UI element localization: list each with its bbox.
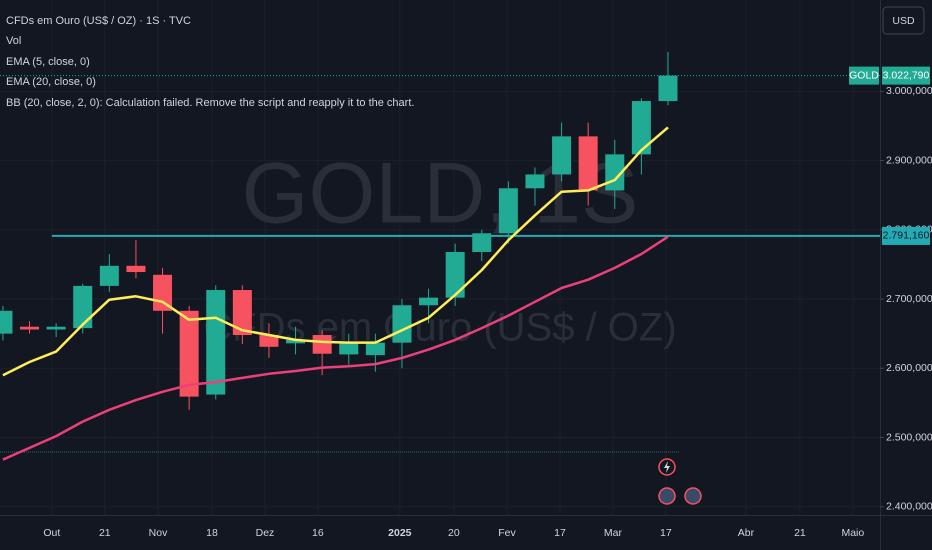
candle-body bbox=[498, 188, 518, 234]
hline-label-bg bbox=[882, 226, 930, 245]
ema-line bbox=[2, 235, 669, 461]
candle-body bbox=[578, 136, 598, 191]
legend-entry: EMA (20, close, 0) bbox=[6, 76, 96, 88]
vol-label: Vol bbox=[6, 35, 21, 47]
x-tick-label: 17 bbox=[554, 527, 566, 539]
event-icon-glyph bbox=[664, 461, 670, 473]
candle-body bbox=[73, 285, 93, 329]
legend-entry: EMA (5, close, 0) bbox=[6, 56, 90, 68]
watermark-subtitle: CFDs em Ouro (US$ / OZ) bbox=[203, 306, 676, 350]
x-tick-label: Nov bbox=[149, 527, 168, 539]
y-tick-label: 2.400,000 bbox=[886, 500, 932, 512]
candle-body bbox=[0, 310, 13, 334]
x-tick-label: Maio bbox=[841, 527, 864, 539]
candle-body bbox=[339, 342, 359, 355]
watermark: GOLD, 1S bbox=[242, 146, 639, 242]
candle-body bbox=[20, 326, 40, 330]
x-tick-label: 17 bbox=[660, 527, 672, 539]
candle-body bbox=[631, 101, 651, 155]
x-tick-label: 20 bbox=[448, 527, 460, 539]
y-tick-label: 2.900,000 bbox=[886, 154, 932, 166]
x-tick-label: 21 bbox=[99, 527, 111, 539]
candle-body bbox=[259, 335, 279, 347]
candle-body bbox=[312, 335, 332, 354]
candle-body bbox=[179, 310, 199, 397]
symbol-label: GOLD bbox=[849, 69, 879, 81]
candle-body bbox=[46, 326, 66, 330]
candle-body bbox=[232, 290, 252, 336]
x-tick-label: Abr bbox=[738, 527, 755, 539]
y-tick-label: 3.000,000 bbox=[886, 85, 932, 97]
x-tick-label: Out bbox=[43, 527, 60, 539]
x-tick-label: 21 bbox=[794, 527, 806, 539]
axes: 2.400,0002.500,0002.600,0002.700,0002.80… bbox=[43, 66, 932, 539]
price-axis bbox=[880, 0, 932, 550]
last-price-label: 3.022,790 bbox=[883, 69, 930, 81]
candle-body bbox=[392, 305, 412, 343]
candle-body bbox=[99, 265, 119, 286]
candle-body bbox=[286, 339, 306, 344]
candle-body bbox=[525, 174, 545, 189]
bb-label: BB (20, close, 2, 0): Calculation failed… bbox=[6, 97, 414, 109]
event-icons bbox=[658, 458, 702, 505]
candle-body bbox=[552, 136, 572, 175]
x-tick-label: 16 bbox=[312, 527, 324, 539]
candle-body bbox=[419, 297, 439, 306]
symbol-label-bg bbox=[849, 66, 879, 85]
hline-label: 2.791,160 bbox=[883, 230, 930, 242]
grid bbox=[0, 0, 880, 515]
candle-body bbox=[365, 342, 385, 356]
x-tick-label: Fev bbox=[498, 527, 516, 539]
plot bbox=[0, 51, 880, 461]
last-price-label-bg bbox=[882, 66, 930, 85]
currency-label[interactable]: USD bbox=[892, 15, 915, 27]
x-tick-label: 18 bbox=[206, 527, 218, 539]
x-tick-label: 2025 bbox=[388, 527, 412, 539]
currency-button[interactable] bbox=[882, 6, 925, 35]
x-tick-label: Dez bbox=[256, 527, 275, 539]
y-tick-label: 2.700,000 bbox=[886, 293, 932, 305]
candle-body bbox=[472, 233, 492, 252]
candle-body bbox=[126, 265, 146, 273]
x-tick-label: Mar bbox=[604, 527, 623, 539]
y-tick-label: 2.500,000 bbox=[886, 431, 932, 443]
event-icon[interactable] bbox=[658, 487, 676, 505]
candle-body bbox=[445, 251, 465, 298]
chart-title: CFDs em Ouro (US$ / OZ) · 1S · TVC bbox=[6, 15, 191, 27]
candle-body bbox=[206, 290, 226, 395]
candle-body bbox=[658, 75, 678, 102]
event-icon[interactable] bbox=[684, 487, 702, 505]
y-tick-label: 2.600,000 bbox=[886, 362, 932, 374]
ema-line bbox=[2, 126, 669, 377]
